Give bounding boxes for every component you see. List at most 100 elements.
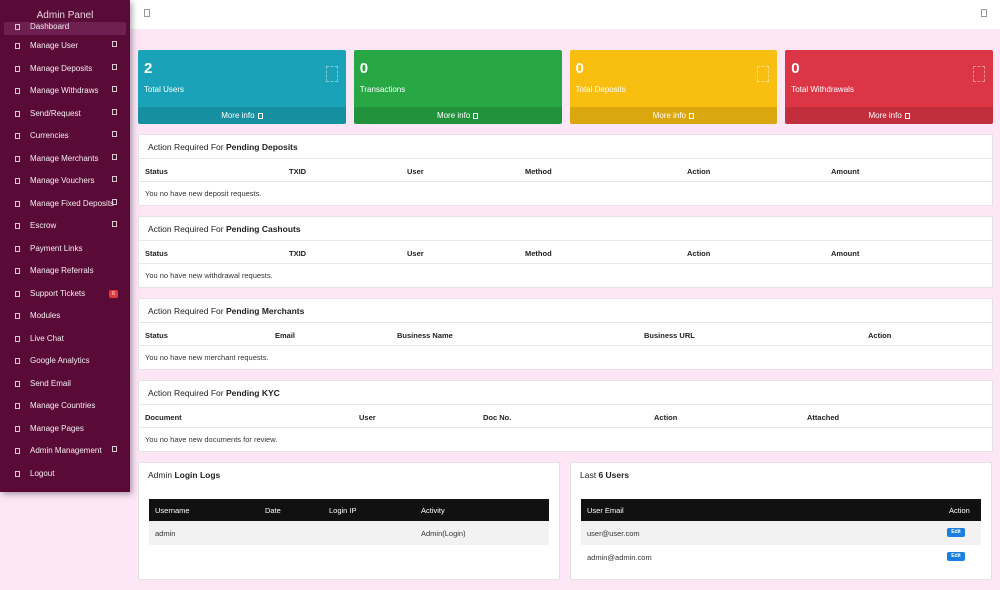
sidebar-item-manage-vouchers[interactable]: Manage Vouchers [0,170,130,193]
sidebar-item-modules[interactable]: Modules [0,305,130,328]
sidebar-item-support-tickets[interactable]: Support Tickets 6 [0,283,130,306]
chevron-left-icon [112,446,117,452]
sidebar-item-manage-pages[interactable]: Manage Pages [0,418,130,441]
sidebar-item-currencies[interactable]: Currencies [0,125,130,148]
empty-message: You no have new merchant requests. [145,353,269,362]
sidebar-item-manage-withdraws[interactable]: Manage Withdraws [0,80,130,103]
chevron-left-icon [112,153,117,160]
table-row: admin@admin.com Edit [581,545,981,569]
empty-message: You no have new deposit requests. [145,189,262,198]
table-header: Username Date Login IP Activity [149,499,549,521]
column-header: TXID [289,167,307,176]
card-total-withdrawals: 0 Total Withdrawals More info [785,50,993,124]
notification-badge: 6 [109,289,118,298]
panel-title-prefix: Last [580,470,599,480]
sidebar-item-label: Escrow [30,221,57,230]
panel-title: Admin Login Logs [139,463,559,488]
sidebar-item-payment-links[interactable]: Payment Links [0,238,130,261]
sidebar-item-label: Manage Pages [30,423,84,433]
more-info-label: More info [436,111,471,120]
chevron-left-icon [112,108,117,115]
sidebar-item-label: Manage Vouchers [30,176,95,185]
sidebar-item-send-request[interactable]: Send/Request [0,103,130,126]
column-header: User Email [587,506,624,515]
sidebar-item-label: Google Analytics [30,356,90,365]
panel-title: Action Required For Pending KYC [139,381,992,405]
manage-referrals-icon [15,268,20,274]
sidebar-item-label: Logout [30,468,55,478]
sidebar-item-admin-management[interactable]: Admin Management [0,440,130,463]
menu-toggle-icon[interactable] [144,9,150,17]
more-info-link[interactable]: More info [569,107,778,124]
sidebar-nav: Dashboard Manage User Manage Deposits Manag… [0,22,130,486]
pending-cashouts-panel: Action Required For Pending Cashouts Sta… [138,216,993,288]
column-header: Action [868,331,892,340]
sidebar-item-manage-countries[interactable]: Manage Countries [0,395,130,418]
panel-title-bold: Pending Merchants [225,306,305,316]
sidebar-item-logout[interactable]: Logout [0,463,130,486]
more-info-link[interactable]: More info [353,107,562,124]
column-header: Business Name [397,331,453,340]
more-info-link[interactable]: More info [785,107,993,124]
column-header: User [359,413,376,422]
sidebar-item-manage-deposits[interactable]: Manage Deposits [0,58,130,81]
panel-title: Action Required For Pending Cashouts [139,217,992,241]
user-menu-icon[interactable] [981,9,987,17]
panel-title: Action Required For Pending Merchants [139,299,992,323]
send-request-icon [15,110,20,117]
column-header: User [407,249,424,258]
column-header: Amount [831,249,860,258]
chevron-left-icon [112,221,117,227]
column-header: Doc No. [483,413,512,422]
sidebar-item-label: Manage Deposits [30,63,93,73]
table-row: user@user.com Edit [581,521,981,545]
column-header: Action [949,506,970,515]
stat-cards: 2 Total Users More info 0 Transactions M… [138,50,993,124]
sidebar-item-manage-referrals[interactable]: Manage Referrals [0,260,130,283]
sidebar-item-label: Payment Links [30,243,83,253]
manage-user-icon [15,43,20,49]
panel-title-bold: Pending Cashouts [225,224,301,234]
card-value: 0 [791,60,800,77]
edit-button[interactable]: Edit [947,552,965,561]
sidebar-item-google-analytics[interactable]: Google Analytics [0,350,130,373]
card-label: Total Users [144,85,185,94]
sidebar-item-manage-user[interactable]: Manage User [0,35,130,58]
email-cell: admin@admin.com [587,553,652,562]
card-value: 0 [359,60,369,77]
more-info-label: More info [221,111,255,120]
google-analytics-icon [15,358,20,364]
panel-title-bold: 6 Users [598,470,630,480]
card-value: 0 [575,60,584,77]
sidebar-item-dashboard[interactable]: Dashboard [4,22,126,35]
chevron-left-icon [112,176,117,182]
column-header: Action [687,167,711,176]
deposit-icon [757,66,770,82]
edit-button[interactable]: Edit [947,528,965,537]
sidebar-item-label: Manage Fixed Deposits [30,198,115,208]
sidebar-item-label: Manage Withdraws [30,86,99,95]
pending-deposits-panel: Action Required For Pending Deposits Sta… [138,134,993,206]
empty-message: You no have new documents for review. [145,435,278,444]
manage-vouchers-icon [15,178,20,184]
chevron-left-icon [112,131,117,137]
sidebar-item-send-email[interactable]: Send Email [0,373,130,396]
column-header: Username [155,506,190,515]
dashboard-icon [15,24,20,30]
sidebar-item-label: Manage User [30,41,79,50]
sidebar-item-escrow[interactable]: Escrow [0,215,130,238]
withdrawal-icon [973,66,985,82]
sidebar-item-label: Modules [30,311,61,320]
column-header: Attached [807,413,840,422]
arrow-circle-right-icon [257,113,263,119]
column-header: Status [145,249,168,258]
more-info-link[interactable]: More info [138,107,346,124]
card-label: Total Deposits [575,85,626,94]
table-header: User Email Action [581,499,981,521]
column-header: Status [145,167,168,176]
sidebar-item-live-chat[interactable]: Live Chat [0,328,130,351]
sidebar-item-manage-fixed-deposits[interactable]: Manage Fixed Deposits [0,193,130,216]
sidebar-item-manage-merchants[interactable]: Manage Merchants [0,148,130,171]
email-cell: user@user.com [587,529,640,538]
manage-merchants-icon [15,155,20,162]
